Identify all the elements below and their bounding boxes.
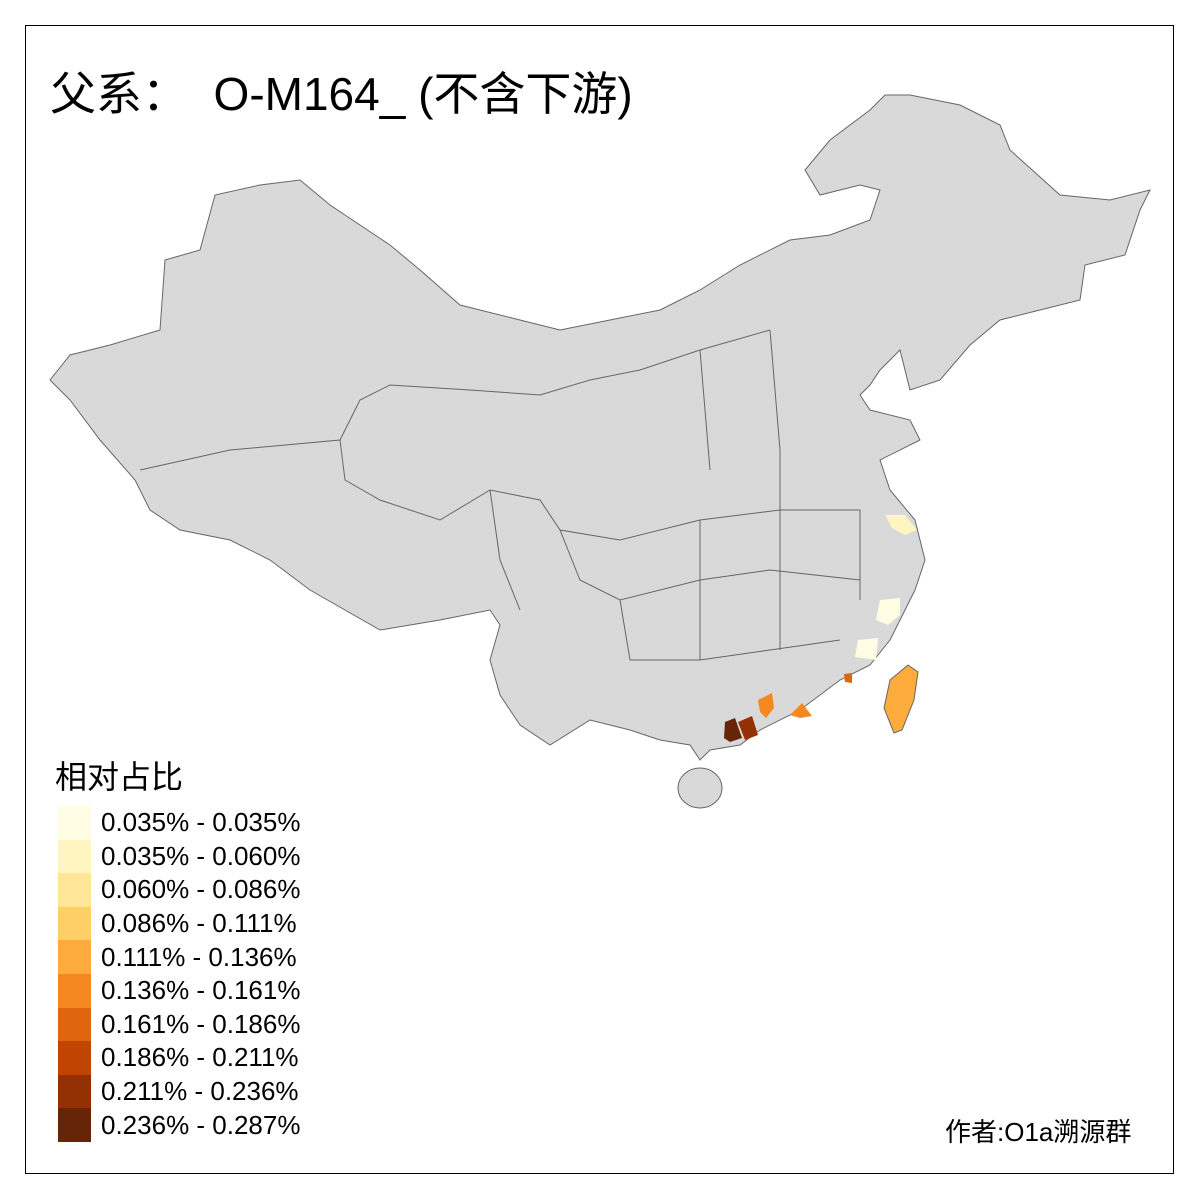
legend-swatch: [58, 906, 91, 941]
legend-item: 0.035% - 0.035%: [58, 806, 300, 840]
author-credit: 作者:O1a溯源群: [945, 1117, 1132, 1147]
legend-swatch: [58, 1041, 91, 1075]
legend-item: 0.111% - 0.136%: [58, 940, 300, 974]
legend-item: 0.236% - 0.287%: [58, 1108, 300, 1142]
legend-swatch: [58, 806, 91, 840]
legend-label: 0.111% - 0.136%: [101, 941, 297, 972]
legend-label: 0.035% - 0.060%: [101, 840, 301, 871]
legend-swatch: [58, 940, 91, 974]
legend-swatch: [58, 839, 91, 874]
region-fujian-south: [844, 673, 852, 683]
legend-label: 0.136% - 0.161%: [101, 975, 301, 1006]
legend-item: 0.186% - 0.211%: [58, 1041, 300, 1075]
legend-swatch: [58, 1074, 91, 1109]
region-taiwan: [883, 664, 919, 734]
legend-swatch: [58, 873, 91, 907]
legend-item: 0.161% - 0.186%: [58, 1007, 301, 1042]
legend-label: 0.211% - 0.236%: [101, 1076, 299, 1107]
region-guangdong-north: [758, 693, 774, 718]
legend: 0.035% - 0.035% 0.035% - 0.060% 0.060% - 0…: [58, 806, 300, 1142]
legend-item: 0.060% - 0.086%: [58, 873, 300, 907]
region-shanghai-jiangsu: [885, 515, 917, 535]
legend-item: 0.035% - 0.060%: [58, 839, 301, 874]
legend-item: 0.086% - 0.111%: [58, 906, 300, 941]
legend-label: 0.161% - 0.186%: [101, 1008, 301, 1039]
region-guangdong-west2: [738, 716, 758, 740]
legend-label: 0.086% - 0.111%: [101, 908, 297, 939]
region-zhejiang: [876, 598, 900, 625]
legend-swatch: [58, 973, 91, 1008]
legend-label: 0.186% - 0.211%: [101, 1042, 299, 1073]
legend-swatch: [58, 1108, 91, 1142]
legend-item: 0.136% - 0.161%: [58, 973, 301, 1008]
province-borders: [139, 329, 861, 661]
legend-title: 相对占比: [55, 758, 184, 796]
mainland-china: [49, 94, 1151, 761]
hainan-island: [677, 767, 723, 809]
legend-label: 0.236% - 0.287%: [101, 1109, 301, 1140]
map-frame: [25, 25, 1174, 1174]
region-guangdong-east: [790, 703, 812, 718]
region-guangdong-west: [724, 718, 742, 742]
legend-item: 0.211% - 0.236%: [58, 1074, 300, 1109]
region-fujian: [855, 638, 878, 660]
legend-swatch: [58, 1007, 91, 1042]
map-title: 父系： O-M164_ (不含下游): [50, 68, 633, 120]
legend-label: 0.035% - 0.035%: [101, 807, 301, 838]
legend-label: 0.060% - 0.086%: [101, 874, 301, 905]
